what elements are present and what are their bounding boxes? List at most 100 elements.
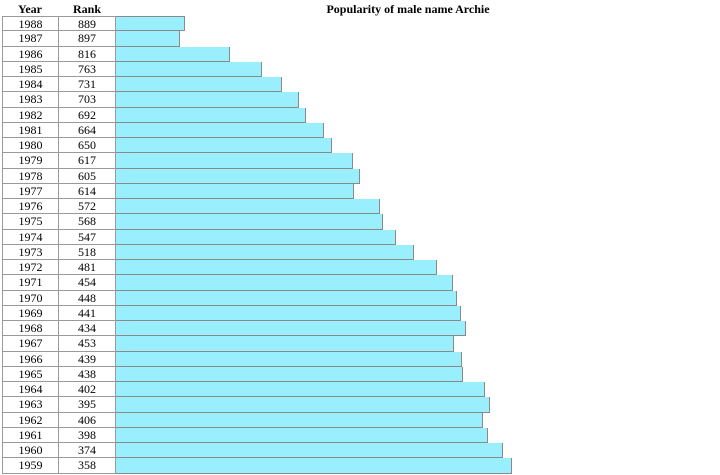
popularity-bar: [116, 61, 263, 77]
table-row: 1981 664: [2, 122, 702, 138]
rank-cell: 453: [59, 336, 116, 352]
popularity-bar: [116, 382, 486, 398]
popularity-bar: [116, 92, 300, 108]
year-cell: 1979: [2, 153, 59, 169]
year-cell: 1986: [2, 46, 59, 62]
year-cell: 1969: [2, 305, 59, 321]
rank-cell: 703: [59, 92, 116, 108]
rank-cell: 406: [59, 412, 116, 428]
rank-cell: 568: [59, 214, 116, 230]
year-cell: 1984: [2, 77, 59, 93]
popularity-bar: [116, 305, 462, 321]
popularity-bar: [116, 260, 437, 276]
year-cell: 1959: [2, 458, 59, 474]
year-cell: 1967: [2, 336, 59, 352]
table-row: 1972 481: [2, 260, 702, 276]
popularity-bar: [116, 366, 463, 382]
table-row: 1971 454: [2, 275, 702, 291]
year-cell: 1961: [2, 427, 59, 443]
rank-cell: 441: [59, 305, 116, 321]
rank-cell: 614: [59, 183, 116, 199]
year-cell: 1988: [2, 16, 59, 32]
table-row: 1988 889: [2, 16, 702, 32]
rank-cell: 664: [59, 122, 116, 138]
rank-cell: 572: [59, 199, 116, 215]
rank-cell: 398: [59, 427, 116, 443]
popularity-bar: [116, 199, 381, 215]
rank-cell: 897: [59, 31, 116, 47]
rank-cell: 374: [59, 443, 116, 459]
rank-cell: 605: [59, 168, 116, 184]
table-row: 1965 438: [2, 366, 702, 382]
table-row: 1973 518: [2, 244, 702, 260]
table-row: 1959 358: [2, 458, 702, 474]
table-row: 1976 572: [2, 199, 702, 215]
table-row: 1986 816: [2, 46, 702, 62]
popularity-bar: [116, 138, 333, 154]
rank-cell: 438: [59, 366, 116, 382]
year-cell: 1977: [2, 183, 59, 199]
table-row: 1987 897: [2, 31, 702, 47]
year-cell: 1970: [2, 290, 59, 306]
year-cell: 1965: [2, 366, 59, 382]
rank-cell: 448: [59, 290, 116, 306]
year-cell: 1972: [2, 260, 59, 276]
popularity-bar: [116, 244, 414, 260]
rank-cell: 402: [59, 382, 116, 398]
year-cell: 1981: [2, 122, 59, 138]
rank-cell: 518: [59, 244, 116, 260]
table-row: 1962 406: [2, 412, 702, 428]
table-row: 1961 398: [2, 427, 702, 443]
table-row: 1966 439: [2, 351, 702, 367]
year-column-header: Year: [18, 2, 42, 16]
popularity-bar: [116, 290, 457, 306]
year-cell: 1971: [2, 275, 59, 291]
rank-cell: 731: [59, 77, 116, 93]
popularity-bar: [116, 336, 454, 352]
rank-cell: 454: [59, 275, 116, 291]
table-row: 1978 605: [2, 168, 702, 184]
table-row: 1980 650: [2, 138, 702, 154]
year-cell: 1983: [2, 92, 59, 108]
rank-cell: 547: [59, 229, 116, 245]
rank-cell: 481: [59, 260, 116, 276]
rank-cell: 395: [59, 397, 116, 413]
table-row: 1974 547: [2, 229, 702, 245]
popularity-bar: [116, 458, 513, 474]
popularity-bar: [116, 214, 383, 230]
table-row: 1969 441: [2, 305, 702, 321]
popularity-bar: [116, 427, 488, 443]
popularity-bar: [116, 397, 490, 413]
popularity-bar: [116, 46, 230, 62]
chart-title: Popularity of male name Archie: [326, 2, 490, 16]
table-row: 1979 617: [2, 153, 702, 169]
rank-column-header: Rank: [72, 2, 101, 16]
rank-cell: 763: [59, 61, 116, 77]
popularity-bar: [116, 229, 396, 245]
popularity-bar: [116, 183, 355, 199]
table-row: 1975 568: [2, 214, 702, 230]
popularity-bar: [116, 16, 185, 32]
popularity-bar: [116, 412, 483, 428]
table-row: 1970 448: [2, 290, 702, 306]
year-cell: 1960: [2, 443, 59, 459]
table-row: 1960 374: [2, 443, 702, 459]
popularity-bar: [116, 122, 324, 138]
table-row: 1967 453: [2, 336, 702, 352]
chart-rows: 1988 889 1987 897 1986 816 1985 763 1984 731 1983 7…: [2, 16, 702, 474]
table-row: 1977 614: [2, 183, 702, 199]
rank-cell: 889: [59, 16, 116, 32]
year-cell: 1975: [2, 214, 59, 230]
year-cell: 1966: [2, 351, 59, 367]
rank-cell: 617: [59, 153, 116, 169]
table-row: 1968 434: [2, 321, 702, 337]
year-cell: 1962: [2, 412, 59, 428]
popularity-bar: [116, 351, 463, 367]
table-row: 1963 395: [2, 397, 702, 413]
table-row: 1985 763: [2, 61, 702, 77]
popularity-bar: [116, 153, 353, 169]
table-row: 1982 692: [2, 107, 702, 123]
year-cell: 1985: [2, 61, 59, 77]
year-cell: 1963: [2, 397, 59, 413]
rank-cell: 650: [59, 138, 116, 154]
